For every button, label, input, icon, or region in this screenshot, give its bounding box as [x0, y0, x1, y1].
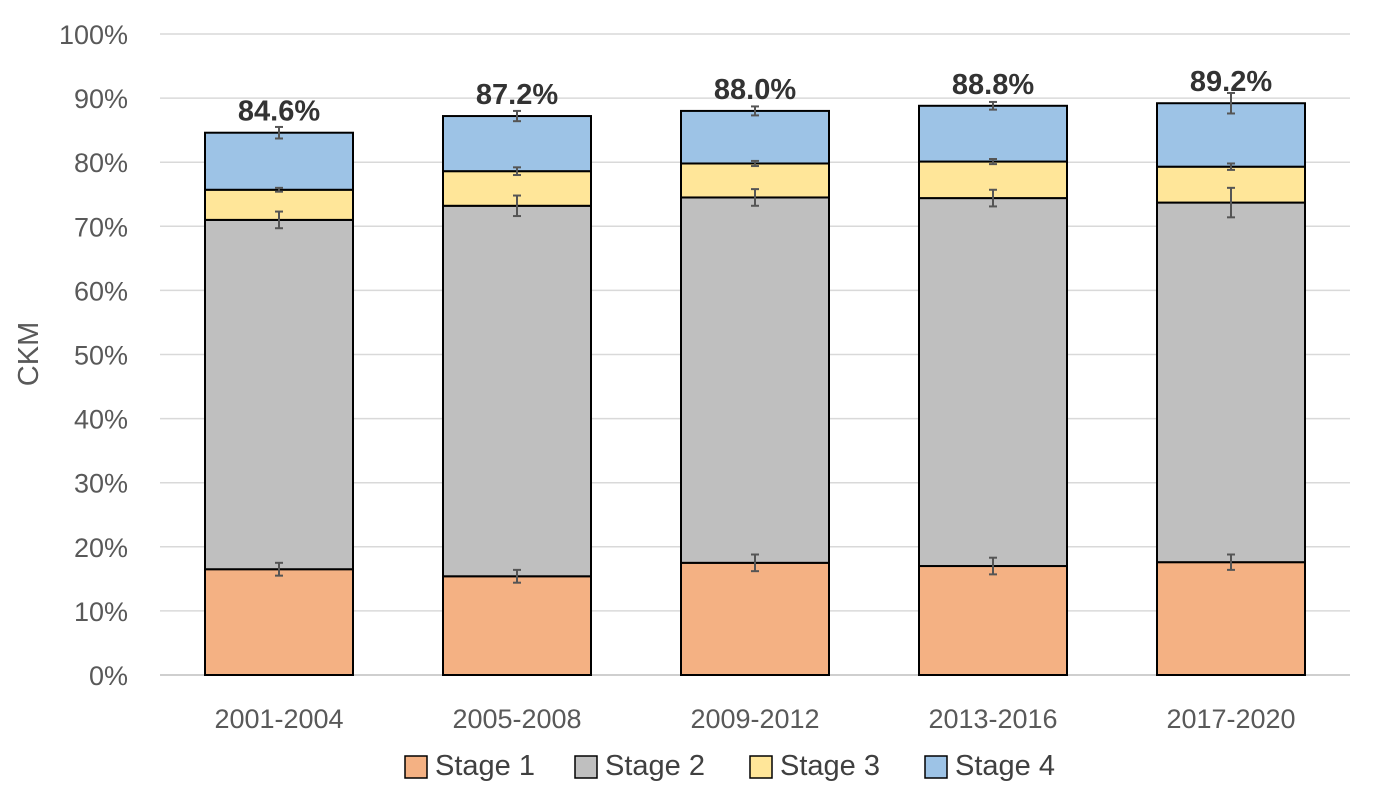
bar-segment-stage-1	[1156, 561, 1306, 677]
bar-segment-stage-2	[204, 218, 354, 571]
bar-segment-stage-1	[680, 561, 830, 677]
y-tick-label: 30%	[74, 469, 128, 499]
bar-segment-stage-2	[918, 197, 1068, 568]
error-bar	[275, 561, 283, 577]
x-category-label: 2017-2020	[1166, 704, 1295, 734]
bar-segment-stage-1	[442, 575, 592, 677]
bar-segment-stage-4	[442, 115, 592, 173]
total-label: 84.6%	[238, 96, 320, 128]
bar-segment-stage-4	[918, 104, 1068, 163]
y-tick-label: 60%	[74, 276, 128, 306]
error-bar	[513, 166, 521, 177]
error-bar	[989, 157, 997, 166]
y-axis-ticks: 0% 10% 20% 30% 40% 50% 60% 70% 80% 90% 100%	[59, 20, 128, 691]
y-tick-label: 40%	[74, 405, 128, 435]
legend: Stage 1 Stage 2 Stage 3 Stage 4	[404, 750, 1055, 782]
x-axis-categories: 2001-2004 2005-2008 2009-2012 2013-2016 2017…	[214, 704, 1295, 734]
bar-segment-stage-1	[918, 565, 1068, 677]
error-bar	[513, 109, 521, 123]
legend-swatch	[749, 755, 773, 779]
y-tick-label: 80%	[74, 148, 128, 178]
legend-label: Stage 2	[605, 750, 705, 782]
x-category-label: 2009-2012	[690, 704, 819, 734]
y-tick-label: 20%	[74, 533, 128, 563]
legend-item-stage-2: Stage 2	[574, 750, 705, 782]
total-label: 89.2%	[1190, 66, 1272, 98]
bar-segment-stage-2	[680, 196, 830, 564]
error-bar	[1227, 91, 1235, 115]
error-bar	[513, 568, 521, 584]
error-bar	[275, 125, 283, 140]
x-category-label: 2001-2004	[214, 704, 343, 734]
error-bar	[275, 210, 283, 230]
y-tick-label: 70%	[74, 212, 128, 242]
legend-item-stage-1: Stage 1	[404, 750, 535, 782]
error-bar	[1227, 186, 1235, 219]
legend-item-stage-3: Stage 3	[749, 750, 880, 782]
total-labels: 84.6% 87.2% 88.0% 88.8% 89.2%	[238, 66, 1272, 127]
error-bar	[1227, 553, 1235, 571]
y-tick-label: 90%	[74, 84, 128, 114]
legend-label: Stage 1	[435, 750, 535, 782]
total-label: 88.8%	[952, 69, 1034, 101]
error-bar	[275, 186, 283, 193]
error-bar	[989, 556, 997, 576]
legend-swatch	[404, 755, 428, 779]
total-label: 87.2%	[476, 79, 558, 111]
error-bar	[751, 553, 759, 573]
error-bar	[513, 194, 521, 218]
x-category-label: 2013-2016	[928, 704, 1057, 734]
legend-label: Stage 4	[955, 750, 1055, 782]
y-tick-label: 10%	[74, 597, 128, 627]
error-bars	[275, 91, 1235, 584]
y-tick-label: 0%	[89, 661, 128, 691]
error-bar	[751, 105, 759, 117]
legend-label: Stage 3	[780, 750, 880, 782]
y-tick-label: 100%	[59, 20, 128, 50]
legend-swatch	[924, 755, 948, 779]
legend-item-stage-4: Stage 4	[924, 750, 1055, 782]
bar-segment-stage-4	[680, 109, 830, 165]
error-bar	[989, 100, 997, 111]
y-tick-label: 50%	[74, 341, 128, 371]
legend-swatch	[574, 755, 598, 779]
x-category-label: 2005-2008	[452, 704, 581, 734]
bars	[204, 102, 1306, 677]
bar-segment-stage-1	[204, 568, 354, 676]
error-bar	[989, 188, 997, 208]
error-bar	[751, 188, 759, 207]
error-bar	[1227, 162, 1235, 171]
bar-segment-stage-2	[442, 204, 592, 578]
bar-segment-stage-4	[204, 131, 354, 191]
y-axis-title: CKM	[13, 322, 45, 386]
bar-segment-stage-2	[1156, 201, 1306, 564]
error-bar	[751, 159, 759, 168]
total-label: 88.0%	[714, 74, 796, 106]
